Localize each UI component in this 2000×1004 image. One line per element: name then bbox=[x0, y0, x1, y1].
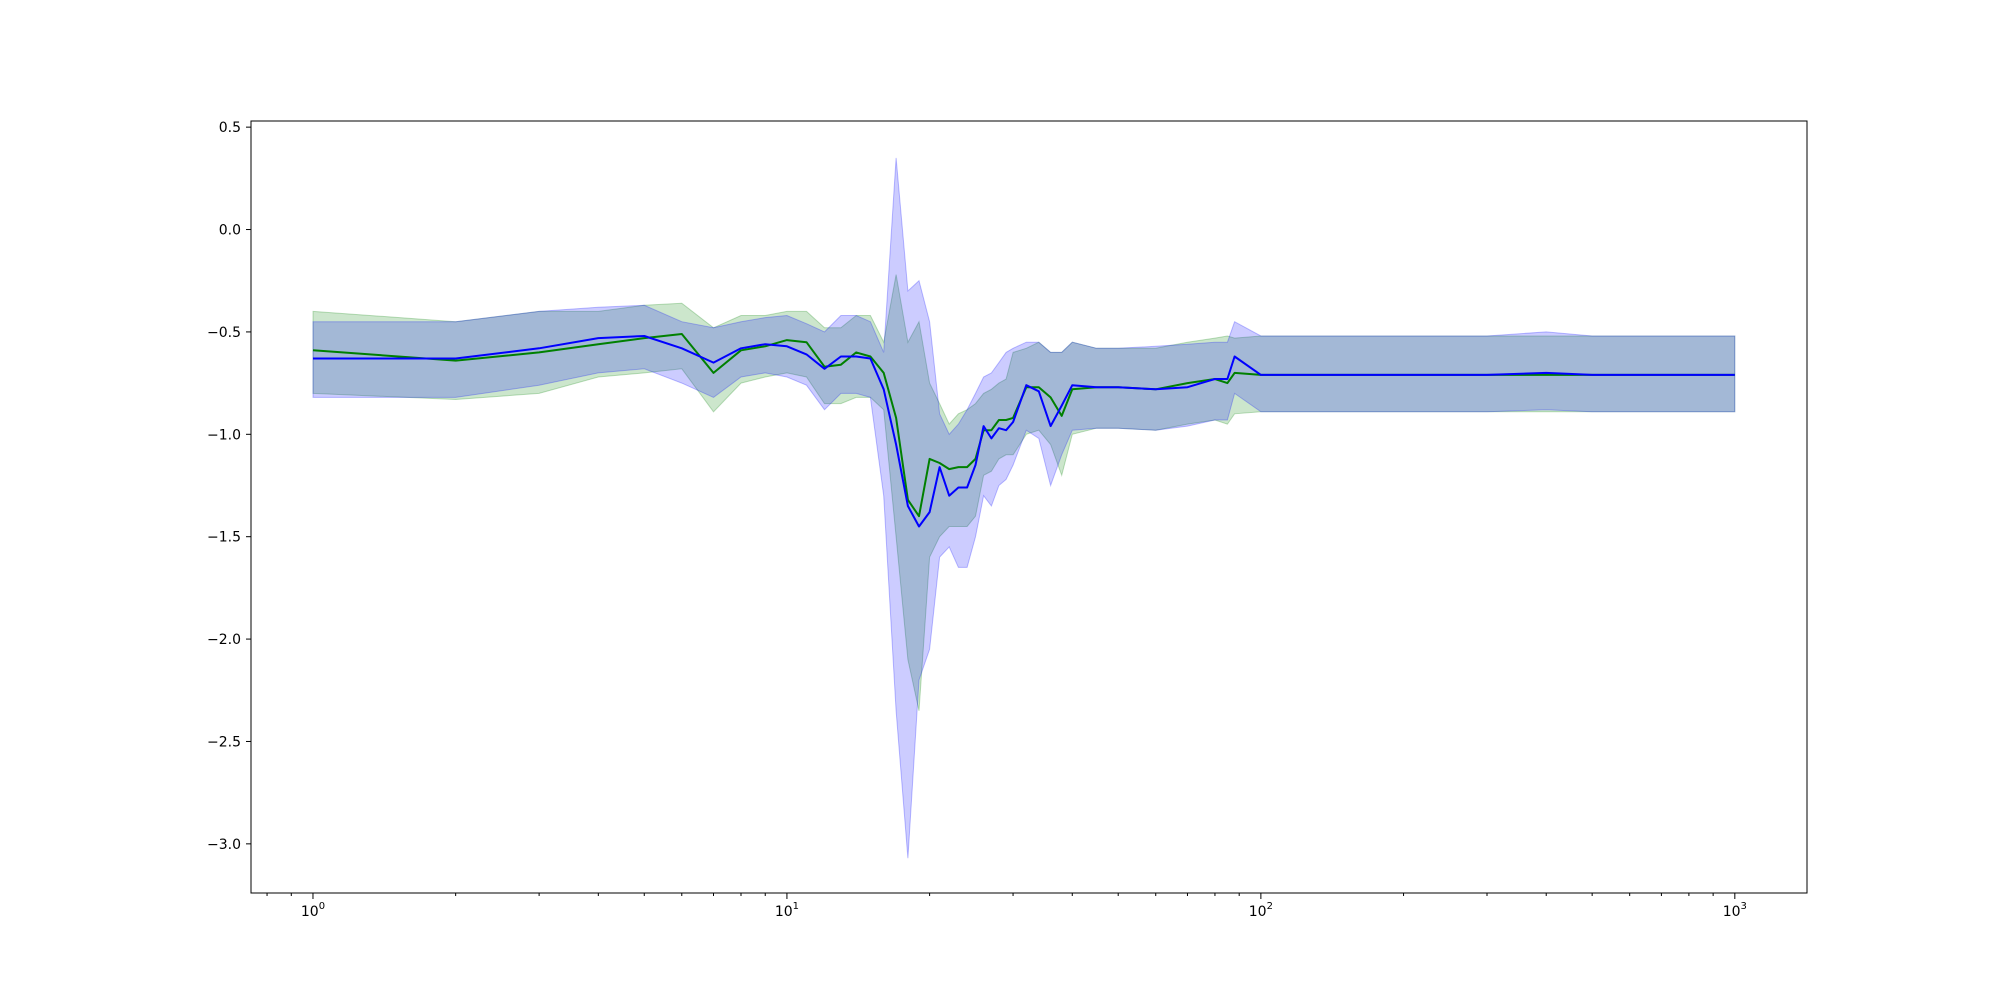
x-tick-label: 101 bbox=[775, 901, 799, 920]
x-axis-ticks: 100 101 102 103 bbox=[266, 893, 1747, 920]
series-1-band bbox=[312, 274, 1736, 711]
y-tick-label: −1.0 bbox=[207, 427, 241, 443]
series-2-band bbox=[312, 157, 1736, 859]
x-tick-label: 103 bbox=[1723, 901, 1747, 920]
y-tick-label: −0.5 bbox=[207, 325, 241, 341]
confidence-bands bbox=[312, 157, 1736, 859]
y-tick-label: −3.0 bbox=[207, 837, 241, 853]
series-2-line bbox=[313, 335, 1735, 528]
y-tick-label: −2.5 bbox=[207, 734, 241, 750]
plot-area-frame bbox=[250, 120, 1808, 894]
x-tick-label: 100 bbox=[301, 901, 325, 920]
y-tick-label: 0.5 bbox=[219, 120, 241, 136]
y-tick-label: −1.5 bbox=[207, 530, 241, 546]
y-axis-ticks: 0.5 0.0 −0.5 −1.0 −1.5 −2.0 −2.5 −3.0 bbox=[207, 120, 251, 853]
y-tick-label: 0.0 bbox=[219, 223, 241, 239]
x-tick-label: 102 bbox=[1249, 901, 1273, 920]
y-tick-label: −2.0 bbox=[207, 632, 241, 648]
series-lines bbox=[312, 333, 1735, 528]
